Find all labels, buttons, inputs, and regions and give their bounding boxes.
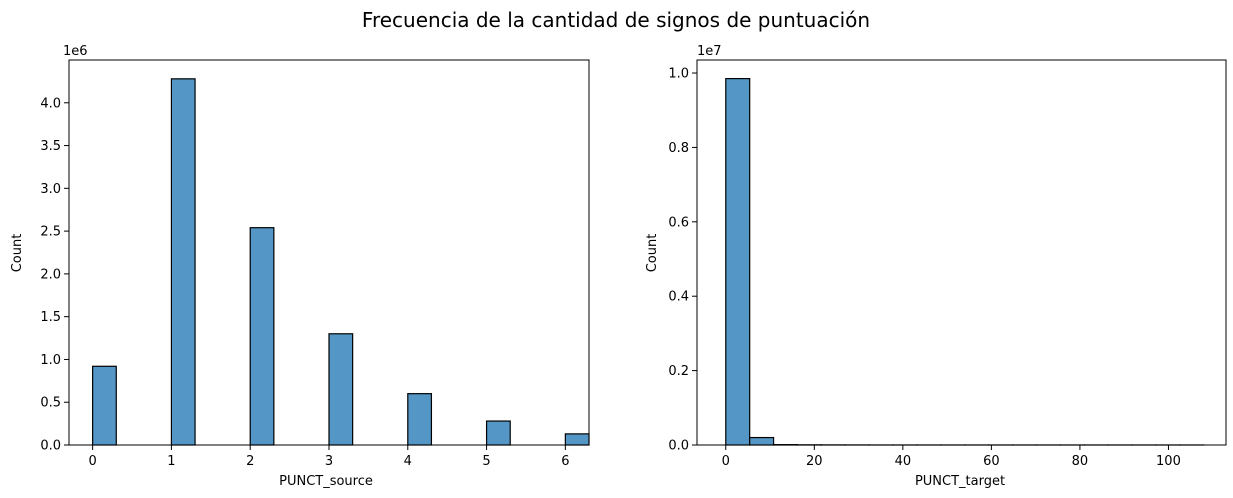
y-tick-label: 0.0 xyxy=(668,439,689,454)
bar xyxy=(249,227,275,446)
x-tick-label: 100 xyxy=(1156,454,1181,469)
x-tick-label: 2 xyxy=(246,454,254,469)
bar xyxy=(564,433,590,446)
bar xyxy=(92,365,117,446)
y-tick-label: 1.0 xyxy=(668,67,689,82)
y-tick-label: 0.8 xyxy=(668,141,689,156)
chart-left: PUNCT_source Count 1e6 0 1 2 3 4 5 6 0.0 0.5 1.0 1… xyxy=(10,44,590,489)
y-axis-label: Count xyxy=(10,234,25,273)
y-tick-label: 0.6 xyxy=(668,215,689,230)
y-tick-label: 0.2 xyxy=(668,364,689,379)
x-tick-label: 1 xyxy=(167,454,175,469)
x-tick-label: 0 xyxy=(88,454,96,469)
y-tick-label: 1.5 xyxy=(40,310,61,325)
y-tick-label: 0.5 xyxy=(40,396,61,411)
bar xyxy=(407,393,433,446)
y-tick-label: 1.0 xyxy=(40,353,61,368)
x-axis-label: PUNCT_target xyxy=(915,474,1005,489)
x-tick-label: 5 xyxy=(482,454,490,469)
bar xyxy=(170,78,196,446)
y-tick-label: 3.5 xyxy=(40,139,61,154)
y-axis-label: Count xyxy=(645,234,660,273)
x-tick-label: 0 xyxy=(722,454,730,469)
x-tick-label: 60 xyxy=(983,454,1000,469)
bar xyxy=(725,77,751,446)
y-offset-label: 1e7 xyxy=(697,44,722,59)
y-tick-label: 0.0 xyxy=(40,439,61,454)
x-tick-label: 6 xyxy=(561,454,569,469)
x-tick-label: 20 xyxy=(806,454,823,469)
y-offset-label: 1e6 xyxy=(63,44,88,59)
bar xyxy=(485,420,511,446)
x-tick-label: 3 xyxy=(325,454,333,469)
bar xyxy=(328,333,354,446)
x-tick-label: 4 xyxy=(404,454,412,469)
x-axis-label: PUNCT_source xyxy=(279,474,373,489)
y-tick-label: 3.0 xyxy=(40,182,61,197)
x-tick-label: 80 xyxy=(1072,454,1089,469)
x-tick-label: 40 xyxy=(895,454,912,469)
figure-title: Frecuencia de la cantidad de signos de p… xyxy=(362,8,870,32)
y-tick-label: 0.4 xyxy=(668,290,689,305)
chart-right: PUNCT_target Count 1e7 0 20 40 60 80 100 0.0 0.… xyxy=(645,44,1227,489)
y-tick-label: 2.5 xyxy=(40,225,61,240)
y-tick-label: 2.0 xyxy=(40,267,61,282)
y-tick-label: 4.0 xyxy=(40,96,61,111)
plot-frame xyxy=(696,59,1227,446)
bar xyxy=(749,436,775,446)
